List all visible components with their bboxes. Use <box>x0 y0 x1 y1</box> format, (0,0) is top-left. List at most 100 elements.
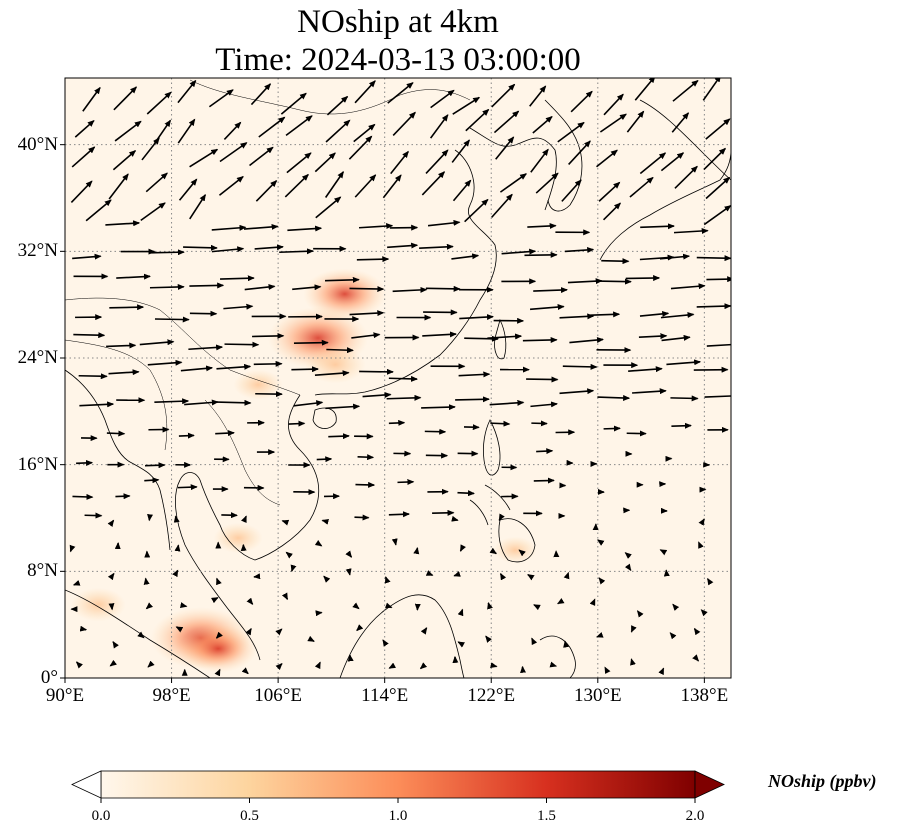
wind-arrow <box>75 661 83 669</box>
wind-arrow <box>601 258 630 265</box>
wind-arrow <box>243 223 279 230</box>
wind-arrow <box>79 401 115 408</box>
wind-arrow <box>323 575 331 583</box>
lon-tick-label: 98°E <box>152 685 191 706</box>
wind-arrow <box>70 180 93 203</box>
wind-arrow <box>567 278 603 285</box>
wind-arrow <box>211 596 219 604</box>
wind-arrow <box>351 332 381 339</box>
wind-arrow <box>325 119 351 143</box>
wind-arrow <box>112 150 137 171</box>
wind-arrow <box>85 199 112 222</box>
wind-arrow <box>177 79 197 104</box>
wind-arrow <box>76 459 94 466</box>
wind-arrow <box>562 363 598 370</box>
wind-arrow <box>672 79 699 102</box>
wind-arrow <box>279 248 314 255</box>
bohai-coastline <box>469 127 557 211</box>
wind-arrow <box>145 462 166 469</box>
wind-arrow <box>384 576 391 584</box>
wind-arrow <box>703 147 727 171</box>
wind-arrow <box>419 662 428 670</box>
wind-arrow <box>358 223 394 230</box>
wind-vectors <box>69 78 731 677</box>
lat-tick-label: 8°N <box>27 560 58 582</box>
wind-arrow <box>281 592 289 601</box>
wind-arrow <box>387 82 414 104</box>
wind-arrow <box>314 661 321 670</box>
wind-arrow <box>639 152 667 175</box>
wind-arrow <box>211 224 247 231</box>
gridlines <box>65 78 731 678</box>
wind-arrow <box>177 118 196 144</box>
concentration-hotspot <box>179 624 257 673</box>
concentration-hotspot <box>233 369 283 400</box>
japan-coastline <box>599 99 731 261</box>
wind-arrow <box>382 639 389 647</box>
wind-arrow <box>288 420 306 427</box>
wind-arrow <box>388 375 419 382</box>
wind-arrow <box>172 569 179 578</box>
wind-arrow <box>706 343 731 347</box>
wind-arrow <box>144 477 160 484</box>
wind-arrow <box>253 360 283 367</box>
wind-arrow <box>109 659 117 667</box>
lat-tick-label: 16°N <box>17 453 58 475</box>
wind-arrow <box>499 572 507 581</box>
wind-arrow <box>527 222 557 229</box>
wind-arrow <box>559 313 595 320</box>
wind-arrow <box>451 139 470 163</box>
wind-arrow <box>561 179 582 202</box>
wind-arrow <box>702 78 722 101</box>
wind-arrow <box>255 180 278 202</box>
wind-arrow <box>183 244 218 251</box>
colorbar-tick-label: 1.0 <box>388 808 408 824</box>
myanmar-coastline <box>65 369 171 551</box>
lat-tick-label: 40°N <box>17 133 58 155</box>
wind-arrow <box>325 276 360 283</box>
wind-arrow <box>522 336 558 343</box>
wind-arrow <box>137 631 145 639</box>
wind-arrow <box>597 394 631 401</box>
colorbar-tick-label: 2.0 <box>685 808 705 824</box>
wind-arrow <box>219 142 248 163</box>
wind-arrow <box>501 248 537 255</box>
wind-arrow <box>146 91 172 115</box>
wind-arrow <box>154 398 190 405</box>
wind-arrow <box>72 253 102 260</box>
wind-arrow <box>529 304 565 311</box>
wind-arrow <box>280 92 307 115</box>
wind-arrow <box>353 123 376 143</box>
wind-arrow <box>397 479 415 486</box>
wind-arrow <box>116 273 151 280</box>
wind-arrow <box>287 225 323 232</box>
wind-arrow <box>602 202 622 221</box>
wind-arrow <box>535 172 559 194</box>
wind-arrow <box>603 93 624 116</box>
concentration-hotspot <box>493 536 537 564</box>
wind-arrow <box>252 332 285 339</box>
wind-arrow <box>674 165 698 189</box>
wind-arrow <box>354 514 370 521</box>
wind-arrow <box>459 544 466 552</box>
wind-arrow <box>490 420 511 427</box>
border-line <box>189 79 471 115</box>
wind-arrow <box>216 363 252 370</box>
wind-arrow <box>250 83 272 106</box>
concentration-hotspot <box>213 522 263 554</box>
wind-arrow <box>625 275 661 282</box>
wind-arrow <box>536 448 554 455</box>
wind-arrow <box>495 136 515 160</box>
wind-arrow <box>452 179 472 202</box>
wind-arrow <box>345 550 353 558</box>
wind-arrow <box>704 395 731 398</box>
wind-arrow <box>189 148 219 168</box>
wind-arrow <box>529 85 547 107</box>
wind-arrow <box>660 312 695 319</box>
wind-arrow <box>184 399 219 406</box>
wind-arrow <box>430 89 455 109</box>
wind-arrow <box>419 243 454 250</box>
wind-arrow <box>241 515 247 524</box>
wind-arrow <box>384 602 393 609</box>
lon-tick-label: 90°E <box>45 685 85 706</box>
